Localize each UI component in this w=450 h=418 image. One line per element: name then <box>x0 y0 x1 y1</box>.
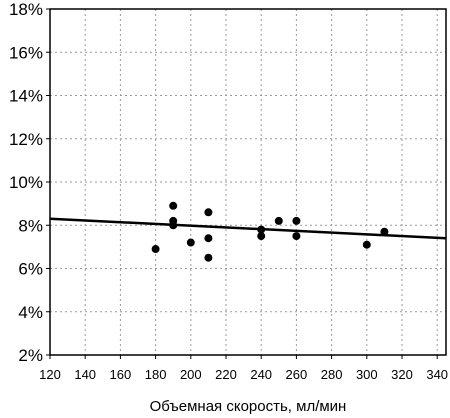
x-tick-label: 160 <box>110 367 132 382</box>
data-point <box>274 216 283 225</box>
data-point <box>186 238 195 247</box>
data-point <box>169 221 178 230</box>
data-point <box>204 234 213 243</box>
grid-lines <box>50 9 446 355</box>
x-tick-label: 180 <box>145 367 167 382</box>
x-axis-title: Объемная скорость, мл/мин <box>150 398 347 415</box>
data-point <box>257 232 266 241</box>
x-tick-label: 220 <box>215 367 237 382</box>
y-tick-label: 8% <box>18 216 43 235</box>
x-tick-label: 240 <box>250 367 272 382</box>
x-tick-label: 120 <box>39 367 61 382</box>
x-tick-label: 280 <box>321 367 343 382</box>
x-tick-label: 200 <box>180 367 202 382</box>
data-point <box>151 245 160 254</box>
y-tick-label: 18% <box>9 0 43 19</box>
y-tick-label: 4% <box>18 303 43 322</box>
data-point <box>204 253 213 262</box>
x-tick-label: 320 <box>391 367 413 382</box>
x-axis-ticks: 120 140 160 180 200 220 240 260 280 300 320 340 <box>39 355 448 382</box>
x-tick-label: 140 <box>74 367 96 382</box>
y-axis-ticks: 2% 4% 6% 8% 10% 12% 14% 16% 18% <box>9 0 50 365</box>
data-point <box>292 232 301 241</box>
data-point <box>169 201 178 210</box>
data-point <box>257 225 266 234</box>
data-point <box>380 227 389 236</box>
x-tick-label: 300 <box>356 367 378 382</box>
y-tick-label: 14% <box>9 87 43 106</box>
data-point <box>204 208 213 217</box>
x-tick-label: 260 <box>286 367 308 382</box>
data-point <box>292 216 301 225</box>
data-points <box>151 201 389 262</box>
y-tick-label: 10% <box>9 173 43 192</box>
trendline-group <box>49 217 447 240</box>
y-tick-label: 6% <box>18 260 43 279</box>
x-tick-label: 340 <box>426 367 448 382</box>
y-tick-label: 16% <box>9 43 43 62</box>
y-tick-label: 2% <box>18 346 43 365</box>
y-tick-label: 12% <box>9 130 43 149</box>
data-point <box>362 240 371 249</box>
trendline <box>49 217 447 240</box>
